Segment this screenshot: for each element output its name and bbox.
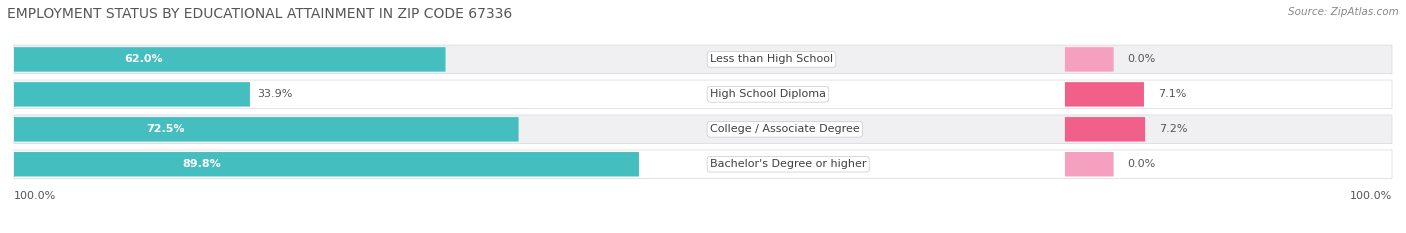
Text: 0.0%: 0.0% (1128, 55, 1156, 64)
FancyBboxPatch shape (14, 45, 1392, 74)
FancyBboxPatch shape (14, 150, 1392, 178)
FancyBboxPatch shape (1064, 47, 1114, 72)
Text: Source: ZipAtlas.com: Source: ZipAtlas.com (1288, 7, 1399, 17)
Text: 7.1%: 7.1% (1159, 89, 1187, 99)
Text: High School Diploma: High School Diploma (710, 89, 825, 99)
FancyBboxPatch shape (14, 115, 1392, 144)
Text: 0.0%: 0.0% (1128, 159, 1156, 169)
FancyBboxPatch shape (1064, 82, 1144, 107)
Text: 62.0%: 62.0% (124, 55, 163, 64)
FancyBboxPatch shape (14, 80, 1392, 109)
FancyBboxPatch shape (14, 152, 638, 177)
FancyBboxPatch shape (14, 117, 519, 141)
Text: 100.0%: 100.0% (14, 191, 56, 201)
Text: College / Associate Degree: College / Associate Degree (710, 124, 859, 134)
Text: 100.0%: 100.0% (1350, 191, 1392, 201)
Text: Less than High School: Less than High School (710, 55, 834, 64)
Text: Bachelor's Degree or higher: Bachelor's Degree or higher (710, 159, 866, 169)
FancyBboxPatch shape (14, 82, 250, 107)
FancyBboxPatch shape (14, 47, 446, 72)
Text: 7.2%: 7.2% (1159, 124, 1188, 134)
FancyBboxPatch shape (1064, 117, 1144, 141)
FancyBboxPatch shape (1064, 152, 1114, 177)
Text: 33.9%: 33.9% (257, 89, 292, 99)
Text: 89.8%: 89.8% (183, 159, 221, 169)
Text: EMPLOYMENT STATUS BY EDUCATIONAL ATTAINMENT IN ZIP CODE 67336: EMPLOYMENT STATUS BY EDUCATIONAL ATTAINM… (7, 7, 512, 21)
Text: 72.5%: 72.5% (146, 124, 184, 134)
